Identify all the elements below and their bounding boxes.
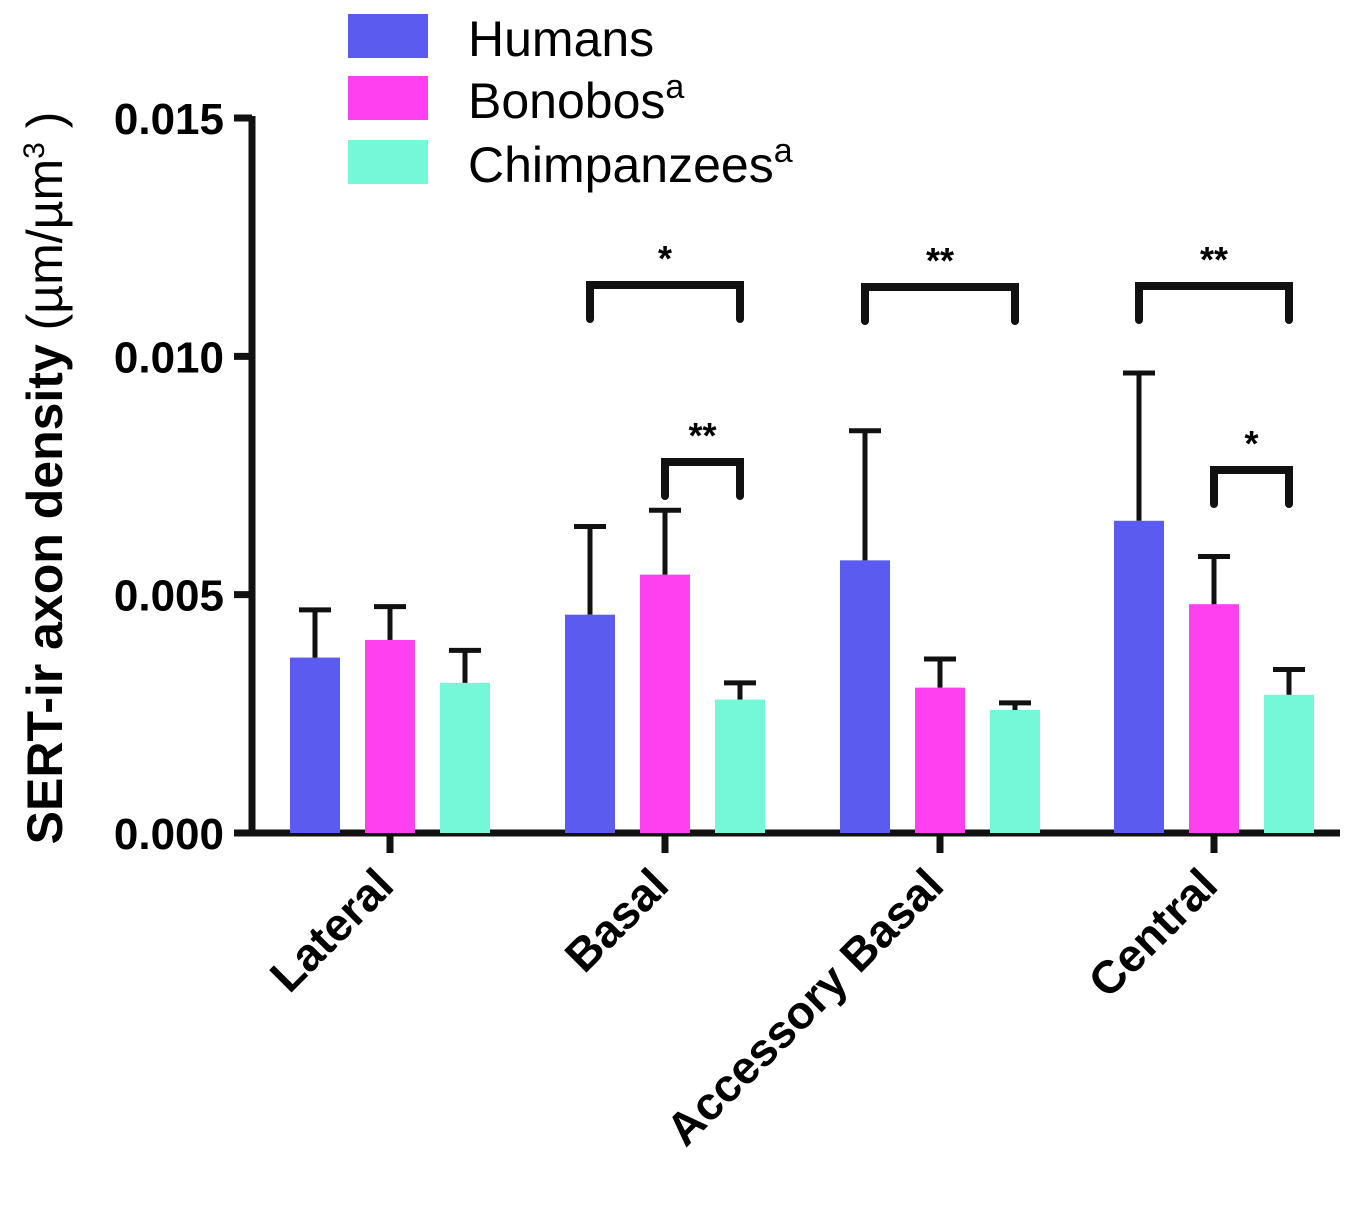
bar-chimpanzees-3 [1264, 694, 1314, 833]
y-axis-title-unit: (µm/µm [17, 159, 73, 330]
y-axis-title-main: SERT-ir axon density [17, 330, 73, 844]
legend-superscript: a [774, 132, 793, 170]
legend-label-humans: Humans [468, 11, 654, 67]
legend-series-name: Humans [468, 11, 654, 67]
y-axis-title-text: SERT-ir axon density (µm/µm3 ) [17, 112, 73, 845]
significance-bracket [861, 283, 1019, 325]
y-tick-label: 0.015 [114, 95, 224, 144]
y-tick-label: 0.005 [114, 572, 224, 621]
legend-label-chimpanzees: Chimpanzeesa [468, 132, 793, 193]
significance-label: ** [688, 415, 716, 456]
legend-series-name: Chimpanzees [468, 137, 774, 193]
bar-bonobos-1 [640, 574, 690, 833]
significance-label: * [1244, 423, 1258, 464]
y-tick-label: 0.000 [114, 810, 224, 859]
significance-bracket [586, 281, 744, 323]
bar-bonobos-2 [915, 687, 965, 833]
bars [290, 520, 1314, 833]
axes: 0.000 0.005 0.010 0.015 [114, 95, 1340, 859]
significance-label: ** [1200, 239, 1228, 280]
y-axis-title-unit-close: ) [17, 112, 73, 143]
legend-series-name: Bonobos [468, 73, 665, 129]
legend-label-bonobos: Bonobosa [468, 68, 684, 129]
significance-bracket [661, 458, 744, 500]
significance-label: * [658, 238, 672, 279]
y-axis-title-unit-sup: 3 [18, 142, 51, 159]
bar-chimpanzees-2 [990, 710, 1040, 833]
x-tick-label: Basal [555, 858, 679, 982]
significance-label: ** [926, 240, 954, 281]
significance-bracket [1135, 282, 1293, 324]
x-tick-label: Accessory Basal [656, 858, 953, 1155]
bar-chimpanzees-1 [715, 699, 765, 833]
x-tick-label: Central [1078, 858, 1227, 1007]
significance-bracket [1210, 466, 1293, 508]
legend-swatch-humans [348, 14, 428, 58]
error-bars [299, 370, 1305, 711]
significance-brackets: ***** *** [586, 238, 1293, 508]
x-tick-label: Lateral [260, 858, 403, 1001]
legend-swatch-chimpanzees [348, 140, 428, 184]
bar-chimpanzees-0 [440, 682, 490, 833]
bar-humans-3 [1114, 520, 1164, 833]
bar-humans-1 [565, 614, 615, 833]
bar-humans-2 [840, 560, 890, 833]
y-tick-label: 0.010 [114, 333, 224, 382]
legend-swatch-bonobos [348, 76, 428, 120]
bar-bonobos-0 [365, 639, 415, 833]
y-axis-title: SERT-ir axon density (µm/µm3 ) [17, 112, 73, 845]
bar-humans-0 [290, 657, 340, 833]
bar-bonobos-3 [1189, 604, 1239, 833]
legend-superscript: a [665, 68, 684, 106]
